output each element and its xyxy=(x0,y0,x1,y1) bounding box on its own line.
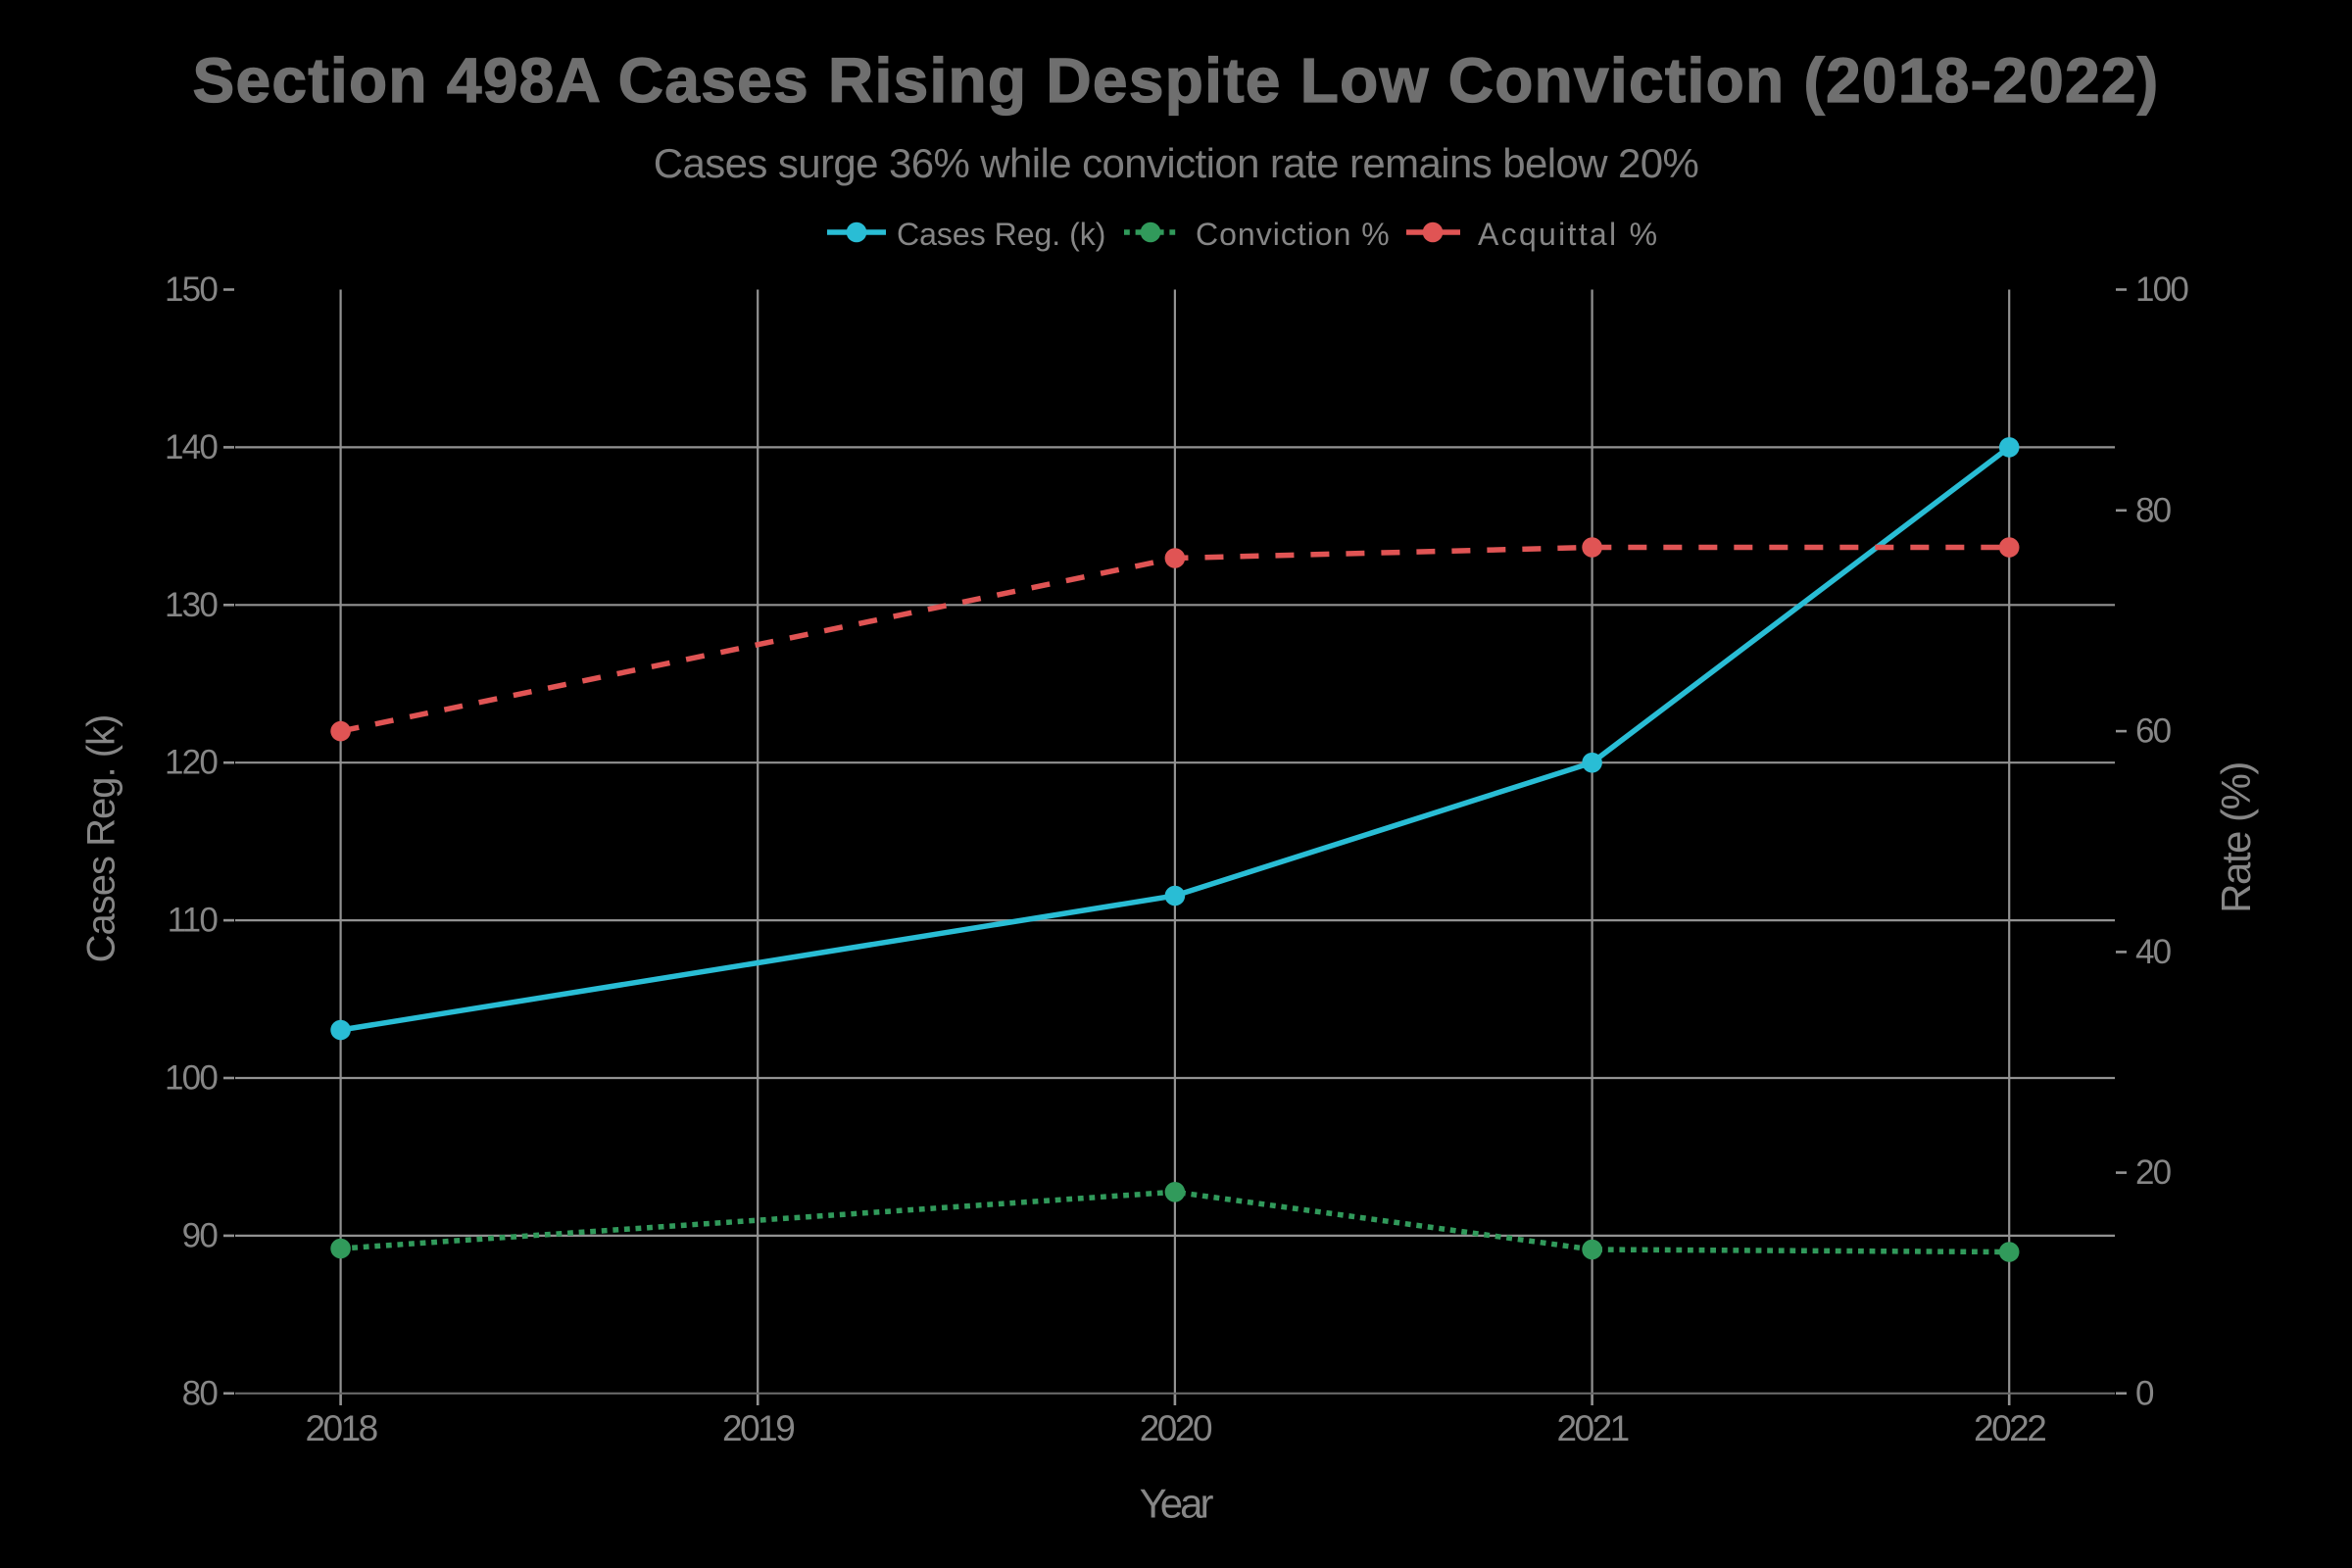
svg-text:40: 40 xyxy=(2135,933,2172,971)
svg-text:2021: 2021 xyxy=(1556,1408,1628,1448)
svg-text:130: 130 xyxy=(165,586,218,624)
svg-text:150: 150 xyxy=(165,270,218,309)
svg-text:140: 140 xyxy=(165,428,218,466)
svg-text:0: 0 xyxy=(2135,1374,2154,1412)
svg-text:Conviction %: Conviction % xyxy=(1196,217,1391,252)
svg-text:2018: 2018 xyxy=(305,1408,376,1448)
svg-text:Cases surge 36% while convicti: Cases surge 36% while conviction rate re… xyxy=(654,140,1699,186)
svg-text:100: 100 xyxy=(165,1059,218,1098)
svg-text:Rate (%): Rate (%) xyxy=(2213,762,2259,913)
svg-text:2020: 2020 xyxy=(1140,1408,1212,1448)
svg-text:80: 80 xyxy=(2135,491,2172,529)
svg-text:100: 100 xyxy=(2135,270,2188,309)
svg-text:Section 498A Cases Rising Desp: Section 498A Cases Rising Despite Low Co… xyxy=(193,45,2160,116)
svg-text:2022: 2022 xyxy=(1974,1408,2045,1448)
svg-text:20: 20 xyxy=(2135,1153,2172,1192)
svg-text:Year: Year xyxy=(1140,1481,1214,1527)
svg-text:80: 80 xyxy=(182,1374,219,1412)
svg-text:120: 120 xyxy=(165,744,218,782)
svg-text:Acquittal %: Acquittal % xyxy=(1478,217,1659,252)
svg-text:90: 90 xyxy=(182,1216,219,1254)
svg-text:Cases Reg. (k): Cases Reg. (k) xyxy=(80,715,123,963)
svg-text:110: 110 xyxy=(168,902,219,940)
svg-text:Cases Reg. (k): Cases Reg. (k) xyxy=(897,217,1105,252)
svg-text:2019: 2019 xyxy=(722,1408,794,1448)
svg-text:60: 60 xyxy=(2135,712,2172,751)
